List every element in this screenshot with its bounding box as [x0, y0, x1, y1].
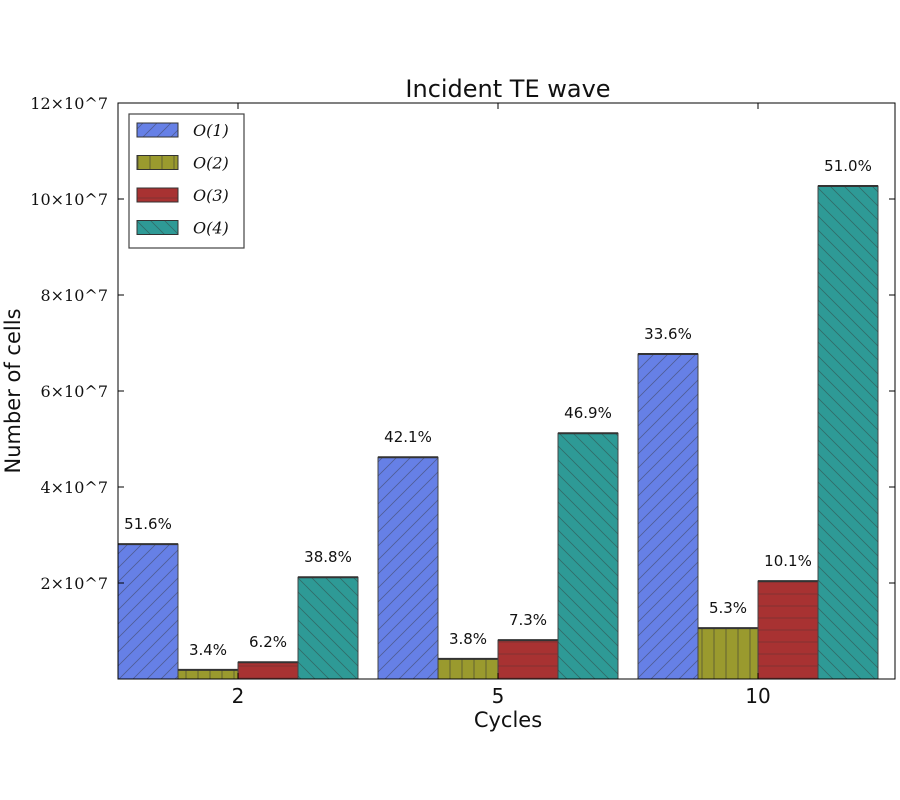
- legend-label: O(3): [193, 186, 229, 205]
- data-label: 46.9%: [564, 404, 612, 422]
- bar-hatch: [818, 186, 878, 680]
- data-label: 51.6%: [124, 515, 172, 533]
- chart-title: Incident TE wave: [405, 75, 610, 103]
- legend-swatch-hatch: [137, 155, 178, 170]
- bar-hatch: [698, 628, 758, 679]
- bar-hatch: [498, 640, 558, 679]
- bar-hatch: [378, 457, 438, 679]
- y-tick-label: 4×10^7: [40, 478, 108, 497]
- x-tick-label: 2: [232, 684, 245, 708]
- x-tick-label: 5: [492, 684, 505, 708]
- bar-hatch: [438, 658, 498, 679]
- data-label: 33.6%: [644, 325, 692, 343]
- legend-swatch-hatch: [137, 123, 178, 137]
- bar-hatch: [238, 662, 298, 679]
- data-label: 3.8%: [449, 630, 487, 648]
- y-tick-label: 8×10^7: [40, 286, 108, 305]
- bar-hatch: [178, 669, 238, 679]
- data-label: 42.1%: [384, 428, 432, 446]
- data-label: 6.2%: [249, 633, 287, 651]
- x-axis-label: Cycles: [474, 708, 542, 732]
- y-tick-label: 6×10^7: [40, 382, 108, 401]
- y-tick-label: 2×10^7: [40, 574, 108, 593]
- legend-label: O(4): [193, 219, 229, 238]
- bar-hatch: [758, 581, 818, 679]
- y-tick-label: 12×10^7: [30, 94, 108, 113]
- legend: O(1) O(2) O(3) O(4): [128, 113, 245, 249]
- data-label: 51.0%: [824, 157, 872, 175]
- legend-label: O(1): [193, 121, 229, 140]
- data-label: 7.3%: [509, 611, 547, 629]
- bar-hatch: [558, 433, 618, 679]
- legend-swatch-hatch: [137, 220, 178, 235]
- bar-hatch: [638, 354, 698, 679]
- bar-hatch: [298, 577, 358, 679]
- bar-hatch: [118, 544, 178, 679]
- legend-swatch-hatch: [137, 188, 178, 202]
- y-tick-label: 10×10^7: [30, 190, 108, 209]
- x-tick-label: 10: [745, 684, 770, 708]
- data-label: 38.8%: [304, 548, 352, 566]
- y-axis-label: Number of cells: [1, 308, 25, 473]
- legend-label: O(2): [193, 154, 229, 173]
- data-label: 5.3%: [709, 599, 747, 617]
- data-label: 10.1%: [764, 552, 812, 570]
- data-label: 3.4%: [189, 641, 227, 659]
